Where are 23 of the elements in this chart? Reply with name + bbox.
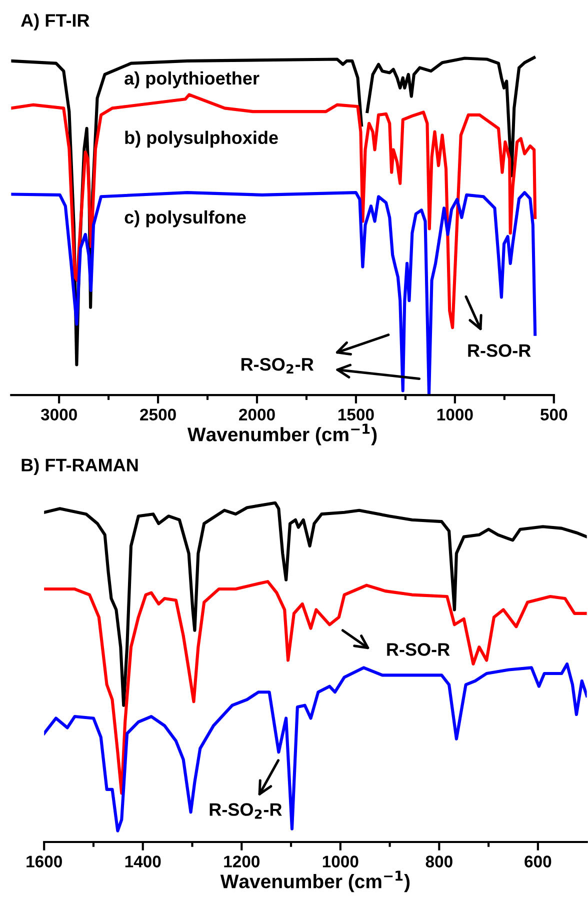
x-tick-label: 2500 (140, 408, 176, 421)
series-label: a) polythioether (124, 71, 260, 88)
chart-title: B) FT-RAMAN (22, 458, 138, 476)
chart-title: A) FT-IR (21, 14, 90, 30)
x-tick-label: 1000 (322, 856, 358, 868)
x-tick-label: 1600 (26, 856, 62, 868)
series-label: c) polysulfone (124, 210, 246, 228)
annotation: R-SO-R (387, 643, 450, 656)
x-tick-label: 3000 (40, 408, 77, 421)
annotation: R-SO-R (468, 344, 531, 357)
annotation: R-SO$_{2}$-R (241, 358, 314, 374)
x-tick-label: 1500 (338, 408, 374, 421)
x-tick-label: 1200 (224, 856, 260, 868)
x-tick-label: 800 (426, 856, 452, 868)
x-tick-label: 1400 (125, 856, 161, 868)
annotation: R-SO$_{2}$-R (210, 803, 282, 819)
series-label: b) polysulphoxide (125, 130, 278, 148)
x-tick-label: 600 (524, 856, 552, 868)
x-tick-label: 2000 (239, 408, 275, 421)
x-tick-label: 500 (540, 408, 568, 421)
x-axis-title: Wavenumber (cm$^{−1}$) (187, 424, 377, 446)
x-tick-label: 1000 (437, 408, 473, 421)
x-axis-title: Wavenumber (cm$^{−1}$) (220, 870, 410, 892)
